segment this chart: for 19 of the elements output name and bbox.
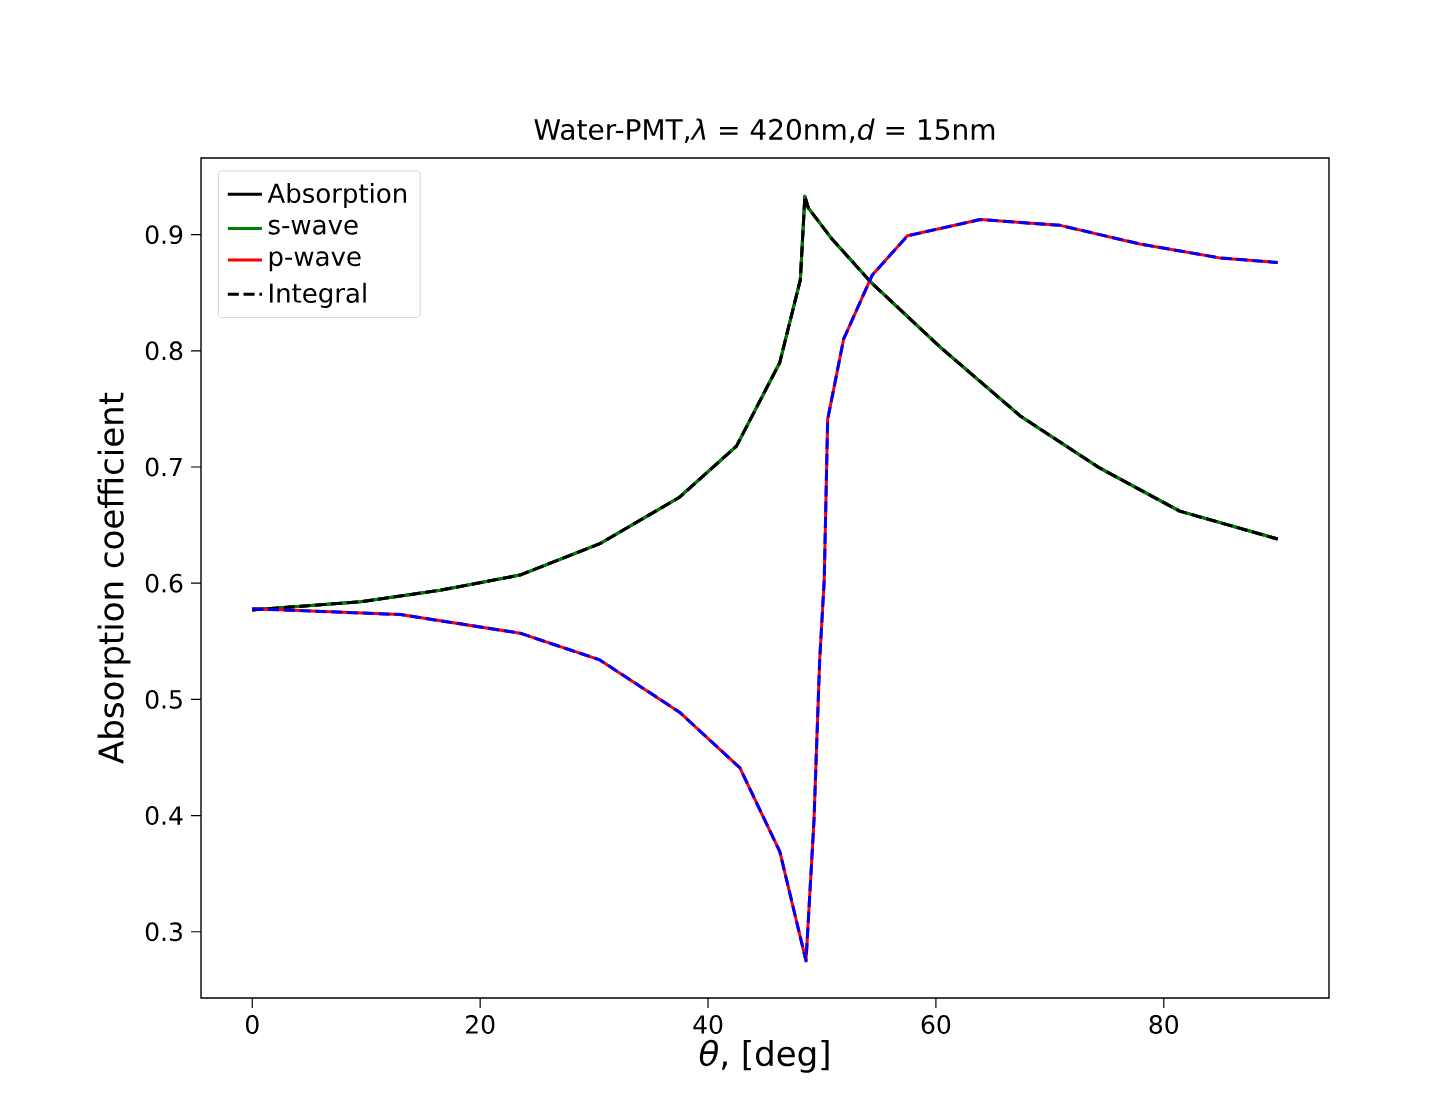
y-tick-label: 0.3: [145, 922, 182, 942]
y-axis-title: Absorption coefficient: [97, 392, 131, 764]
legend-label: p-wave: [269, 251, 361, 272]
legend-label: Integral: [270, 282, 366, 308]
x-tick-label: 80: [1149, 1015, 1179, 1034]
x-tick-label: 20: [466, 1015, 495, 1034]
y-tick-label: 0.8: [145, 341, 183, 361]
chart-title: Water-PMT,λ = 420nm,d = 15nm: [534, 118, 995, 143]
y-tick-label: 0.6: [145, 573, 183, 593]
y-tick-label: 0.4: [145, 806, 183, 826]
x-tick-label: 60: [921, 1015, 951, 1034]
x-tick-label: 40: [693, 1015, 723, 1034]
y-tick-label: 0.5: [145, 689, 182, 709]
x-tick-label: 0: [245, 1015, 259, 1034]
y-tick-label: 0.7: [145, 457, 182, 477]
legend-label: Absorption: [267, 182, 407, 209]
x-axis-title: θ, [deg]: [699, 1039, 829, 1073]
legend-label: s-wave: [268, 219, 358, 235]
y-tick-label: 0.9: [145, 225, 183, 245]
